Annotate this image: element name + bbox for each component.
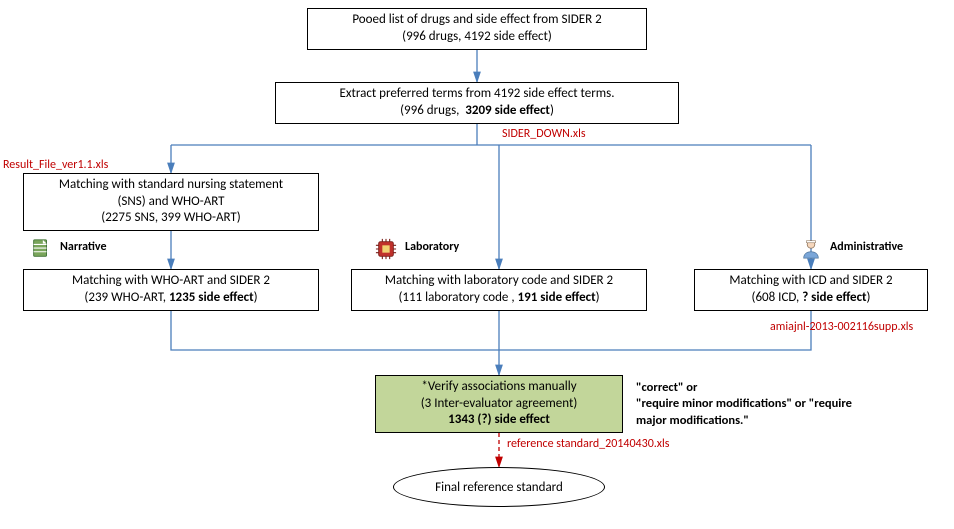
node-matching-icd-sider: Matching with ICD and SIDER 2 (608 ICD, …: [694, 269, 928, 311]
file-label-result-file: Result_File_ver1.1.xls: [3, 158, 108, 172]
text: *Verify associations manually: [421, 379, 576, 396]
text: Pooed list of drugs and side effect from…: [352, 12, 601, 29]
node-extract-preferred: Extract preferred terms from 4192 side e…: [275, 82, 679, 124]
file-label-amiajnl: amiajnl-2013-002116supp.xls: [770, 320, 913, 334]
edges-layer: [0, 0, 954, 529]
node-matching-whoart-sider: Matching with WHO-ART and SIDER 2 (239 W…: [23, 269, 319, 311]
text: (2275 SNS, 399 WHO-ART): [101, 210, 240, 227]
file-label-sider-down: SIDER_DOWN.xls: [502, 127, 586, 141]
person-icon: [800, 238, 822, 260]
node-matching-lab-sider: Matching with laboratory code and SIDER …: [351, 269, 647, 311]
text: (996 drugs, 3209 side effect): [400, 103, 554, 120]
text: Matching with standard nursing statement: [59, 177, 283, 194]
text: (SNS) and WHO-ART: [117, 194, 224, 211]
node-verify-manually: *Verify associations manually (3 Inter-e…: [375, 375, 623, 433]
text: (996 drugs, 4192 side effect): [402, 29, 552, 46]
file-label-reference-standard: reference standard_20140430.xls: [507, 437, 669, 451]
node-pooled-list: Pooed list of drugs and side effect from…: [307, 8, 647, 50]
text: major modifications.": [636, 413, 946, 429]
text: Matching with ICD and SIDER 2: [729, 273, 892, 290]
category-administrative: Administrative: [830, 240, 903, 254]
text: (608 ICD, ? side effect): [752, 290, 871, 307]
text: Matching with WHO-ART and SIDER 2: [72, 273, 270, 290]
annotation-verification-outcomes: "correct" or "require minor modification…: [636, 380, 946, 429]
node-final-reference: Final reference standard: [393, 467, 605, 507]
text: Final reference standard: [435, 480, 563, 495]
category-narrative: Narrative: [60, 240, 107, 254]
text: (239 WHO-ART, 1235 side effect): [84, 290, 257, 307]
text: Matching with laboratory code and SIDER …: [385, 273, 613, 290]
text: "correct" or: [636, 380, 946, 396]
document-icon: [30, 238, 52, 260]
node-matching-sns: Matching with standard nursing statement…: [23, 173, 319, 231]
text: 1343 (?) side effect: [448, 412, 550, 429]
text: Extract preferred terms from 4192 side e…: [340, 86, 615, 103]
category-laboratory: Laboratory: [405, 240, 459, 254]
text: (3 Inter-evaluator agreement): [421, 396, 578, 413]
chip-icon: [375, 238, 397, 260]
text: "require minor modifications" or "requir…: [636, 396, 946, 412]
text: (111 laboratory code , 191 side effect): [398, 290, 599, 307]
